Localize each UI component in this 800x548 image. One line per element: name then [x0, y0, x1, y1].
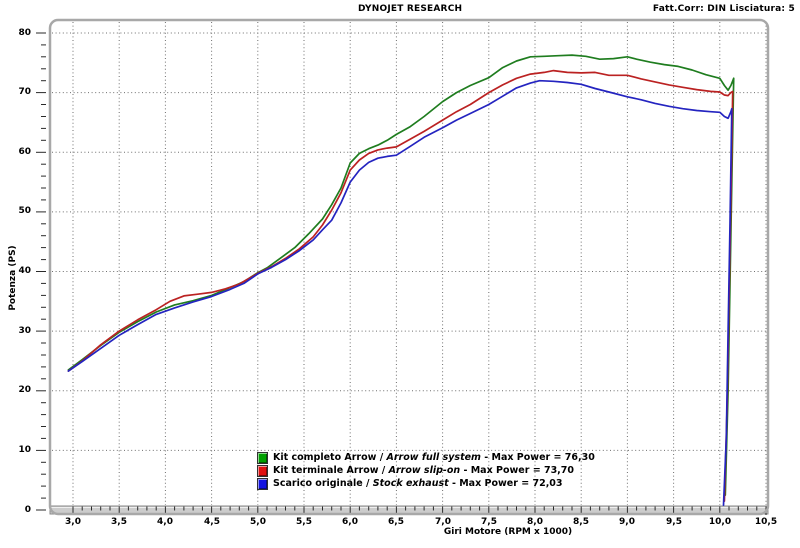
x-tick-label: 4,0	[157, 517, 173, 527]
y-tick-label: 0	[24, 505, 31, 515]
x-tick-label: 5,0	[250, 517, 266, 527]
x-tick-label: 9,5	[666, 517, 682, 527]
x-tick-label: 10,0	[708, 517, 732, 527]
x-tick-label: 3,5	[111, 517, 127, 527]
legend-label: Kit terminale Arrow / Arrow slip-on - Ma…	[273, 465, 575, 476]
x-tick-label: 10,5	[754, 517, 778, 527]
x-tick-label: 6,5	[388, 517, 404, 527]
legend-item-slip-on: Kit terminale Arrow / Arrow slip-on - Ma…	[257, 464, 595, 477]
legend-label: Kit completo Arrow / Arrow full system -…	[273, 452, 595, 463]
x-tick-label: 8,0	[527, 517, 543, 527]
y-tick-label: 70	[18, 87, 31, 97]
legend: Kit completo Arrow / Arrow full system -…	[257, 451, 595, 490]
x-tick-label: 9,0	[619, 517, 635, 527]
curve-1	[67, 69, 734, 502]
y-tick-label: 50	[18, 206, 31, 216]
x-axis-title: Giri Motore (RPM x 1000)	[443, 527, 573, 537]
x-tick-label: 6,0	[342, 517, 358, 527]
x-tick-label: 8,5	[573, 517, 589, 527]
x-tick-label: 7,5	[481, 517, 497, 527]
legend-item-full-system: Kit completo Arrow / Arrow full system -…	[257, 451, 595, 464]
y-tick-label: 10	[18, 445, 31, 455]
x-tick-label: 4,5	[204, 517, 220, 527]
y-axis-title: Potenza (PS)	[8, 245, 18, 311]
brand-text: DYNOJET RESEARCH	[358, 4, 463, 14]
curve-2	[67, 79, 733, 507]
blue-swatch-icon	[257, 477, 268, 490]
x-tick-label: 7,0	[435, 517, 451, 527]
x-tick-label: 3,0	[65, 517, 81, 527]
legend-item-stock: Scarico originale / Stock exhaust - Max …	[257, 477, 595, 490]
y-tick-label: 40	[18, 266, 31, 276]
y-tick-label: 60	[18, 147, 31, 157]
y-tick-label: 30	[18, 326, 31, 336]
red-swatch-icon	[257, 464, 268, 477]
green-swatch-icon	[257, 451, 268, 464]
y-tick-label: 80	[18, 28, 31, 38]
y-tick-label: 20	[18, 385, 31, 395]
correction-text: Fatt.Corr: DIN Lisciatura: 5	[652, 4, 795, 14]
x-tick-label: 5,5	[296, 517, 312, 527]
legend-label: Scarico originale / Stock exhaust - Max …	[273, 478, 563, 489]
